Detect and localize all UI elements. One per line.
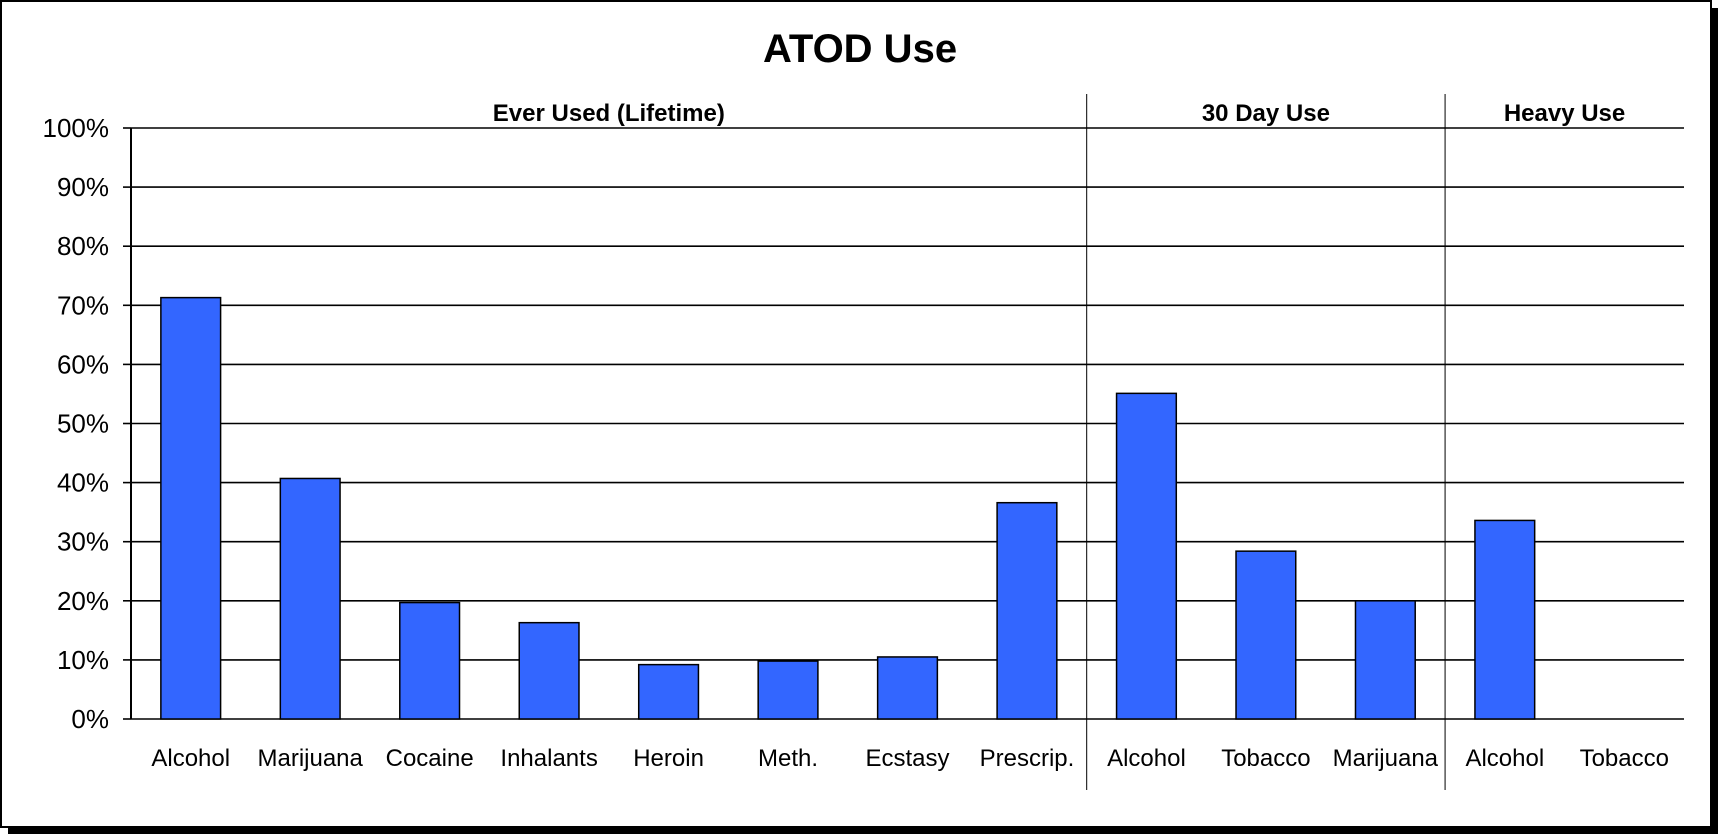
bars: [160, 296, 1536, 720]
bar: [637, 663, 700, 720]
y-tick-label: 30%: [57, 527, 109, 557]
x-tick-label: Heroin: [633, 745, 704, 772]
y-tick-label: 50%: [57, 409, 109, 439]
x-tick-label: Tobacco: [1580, 745, 1669, 772]
bar: [876, 656, 939, 720]
group-header: Ever Used (Lifetime): [493, 100, 725, 127]
x-tick-label: Cocaine: [386, 745, 474, 772]
x-tick-label: Meth.: [758, 745, 818, 772]
bar: [1354, 600, 1416, 720]
y-tick-label: 20%: [57, 586, 109, 616]
y-tick-label: 70%: [57, 290, 109, 320]
bar: [1235, 550, 1297, 720]
y-tick-label: 0%: [71, 704, 109, 734]
bar: [1115, 392, 1178, 720]
bar: [757, 660, 819, 720]
bar: [1474, 519, 1536, 720]
y-axis-ticks: 0% 10% 20% 30% 40% 50% 60% 70% 80% 90% 100%: [43, 113, 131, 734]
chart-title: ATOD Use: [763, 27, 957, 71]
x-tick-label: Prescrip.: [980, 745, 1075, 772]
y-tick-label: 80%: [57, 231, 109, 261]
x-tick-label: Alcohol: [1107, 745, 1186, 772]
group-header: Heavy Use: [1504, 100, 1625, 127]
bar: [996, 501, 1058, 720]
x-axis-ticks: Alcohol Marijuana Cocaine Inhalants Heroin Me…: [151, 745, 1669, 772]
bar: [279, 477, 341, 720]
y-tick-label: 100%: [43, 113, 110, 143]
bar: [518, 621, 580, 720]
x-tick-label: Alcohol: [151, 745, 230, 772]
y-tick-label: 90%: [57, 172, 109, 202]
y-tick-label: 10%: [57, 645, 109, 675]
y-tick-label: 60%: [57, 349, 109, 379]
y-tick-label: 40%: [57, 468, 109, 498]
x-tick-label: Inhalants: [500, 745, 597, 772]
x-tick-label: Marijuana: [257, 745, 363, 772]
bar: [399, 601, 461, 720]
group-header: 30 Day Use: [1202, 100, 1330, 127]
x-tick-label: Marijuana: [1333, 745, 1439, 772]
x-tick-label: Tobacco: [1221, 745, 1310, 772]
x-tick-label: Ecstasy: [865, 745, 949, 772]
group-headers: Ever Used (Lifetime) 30 Day Use Heavy Use: [493, 94, 1625, 790]
bar: [160, 296, 222, 720]
x-tick-label: Alcohol: [1465, 745, 1544, 772]
